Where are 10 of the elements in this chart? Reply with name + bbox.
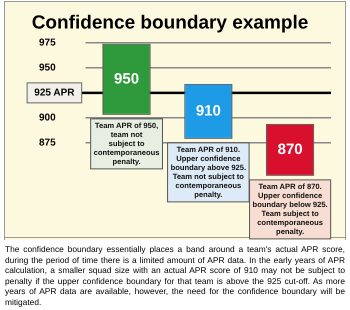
ref-line-label: 925 APR: [34, 88, 76, 99]
y-tick-label: 950: [38, 62, 56, 74]
annotation: 910: [196, 102, 221, 120]
y-tick-label: 975: [38, 38, 56, 49]
y-tick-label: 875: [38, 138, 56, 149]
annotation: 870: [278, 141, 303, 158]
text: The confidence boundary essentially places a band around a team's actual APR score, during the period of time there is a limited amount of APR data. In the early years of APR calculation, a smaller squad size with an actual APR score of 910 may not be subject to penalty if the upper confidence boundary for that team is above the 925 cut-off. As more years of APR data are available, however, the need for the confidence boundary will be mitigated.: [4, 243, 346, 308]
y-tick-label: 900: [38, 112, 56, 124]
chart-title: Confidence boundary example: [32, 12, 308, 34]
annotation: 950: [114, 70, 140, 88]
